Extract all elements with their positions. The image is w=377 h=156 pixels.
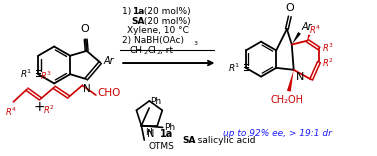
Text: Cl: Cl	[147, 46, 156, 55]
Text: up to 92% ee, > 19:1 dr: up to 92% ee, > 19:1 dr	[223, 129, 332, 138]
Text: Ar: Ar	[103, 56, 114, 66]
Text: CHO: CHO	[98, 88, 121, 98]
Polygon shape	[307, 34, 310, 41]
Text: $R^3$: $R^3$	[322, 41, 334, 54]
Text: $R^3$: $R^3$	[40, 70, 52, 83]
Text: 2: 2	[144, 50, 147, 55]
Text: (20 mol%): (20 mol%)	[141, 17, 190, 26]
Text: : salicylic acid: : salicylic acid	[192, 136, 256, 145]
Text: O: O	[80, 24, 89, 34]
Text: 1a: 1a	[160, 129, 173, 139]
Text: CH: CH	[130, 46, 143, 55]
Polygon shape	[292, 32, 301, 45]
Text: $R^4$: $R^4$	[5, 106, 17, 118]
Text: (20 mol%): (20 mol%)	[141, 7, 190, 16]
Text: Xylene, 10 °C: Xylene, 10 °C	[127, 27, 189, 35]
Text: N: N	[296, 72, 304, 82]
Text: SA: SA	[182, 136, 196, 145]
Text: $R^4$: $R^4$	[309, 23, 321, 36]
Text: N: N	[147, 129, 155, 139]
Text: +: +	[34, 100, 45, 114]
Text: $R^2$: $R^2$	[322, 57, 334, 69]
Text: , rt: , rt	[160, 46, 173, 55]
Text: 1a: 1a	[132, 7, 144, 16]
Text: 3: 3	[193, 41, 197, 46]
Text: $R^2$: $R^2$	[43, 104, 54, 116]
Text: 2: 2	[156, 50, 160, 55]
Text: OTMS: OTMS	[148, 142, 174, 151]
Text: 2) NaBH(OAc): 2) NaBH(OAc)	[122, 36, 184, 45]
Text: $R^1$: $R^1$	[228, 62, 240, 74]
Text: Ar: Ar	[302, 22, 312, 32]
Text: Ph: Ph	[150, 97, 161, 106]
Text: H: H	[145, 128, 152, 137]
Text: $R^1$: $R^1$	[20, 68, 32, 80]
Text: Ph: Ph	[164, 123, 175, 132]
Text: CH₂OH: CH₂OH	[270, 95, 303, 105]
Text: N: N	[83, 84, 91, 94]
Polygon shape	[287, 70, 294, 92]
Text: 1): 1)	[122, 7, 134, 16]
Text: O: O	[285, 2, 294, 12]
Text: SA: SA	[132, 17, 146, 26]
